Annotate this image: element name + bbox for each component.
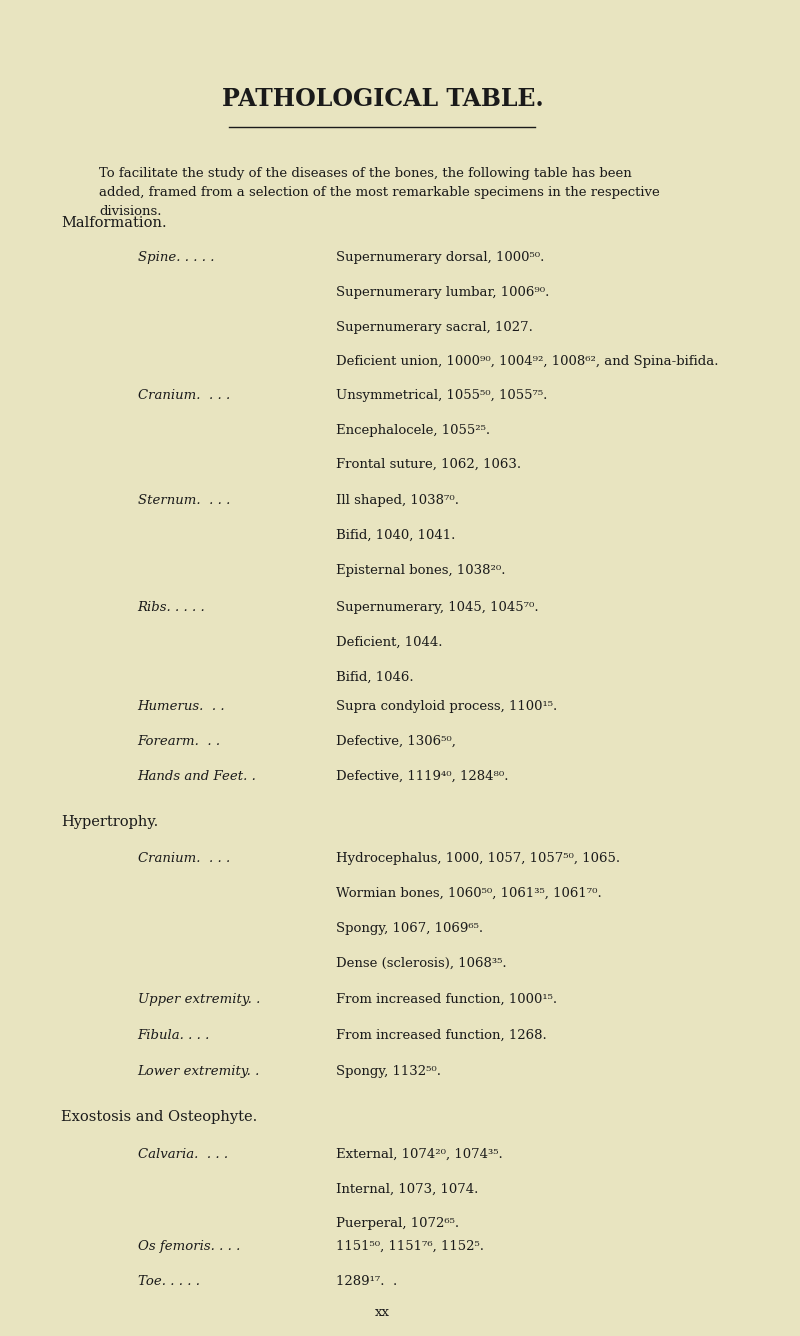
Text: Supra condyloid process, 1100¹⁵.: Supra condyloid process, 1100¹⁵. bbox=[337, 700, 558, 713]
Text: From increased function, 1000¹⁵.: From increased function, 1000¹⁵. bbox=[337, 993, 558, 1006]
Text: Puerperal, 1072⁶⁵.: Puerperal, 1072⁶⁵. bbox=[337, 1217, 459, 1230]
Text: Hands and Feet. .: Hands and Feet. . bbox=[138, 770, 257, 783]
Text: External, 1074²⁰, 1074³⁵.: External, 1074²⁰, 1074³⁵. bbox=[337, 1148, 503, 1161]
Text: Frontal suture, 1062, 1063.: Frontal suture, 1062, 1063. bbox=[337, 458, 522, 472]
Text: Cranium.  . . .: Cranium. . . . bbox=[138, 389, 230, 402]
Text: Dense (sclerosis), 1068³⁵.: Dense (sclerosis), 1068³⁵. bbox=[337, 957, 507, 970]
Text: Supernumerary, 1045, 1045⁷⁰.: Supernumerary, 1045, 1045⁷⁰. bbox=[337, 601, 539, 615]
Text: Toe. . . . .: Toe. . . . . bbox=[138, 1275, 200, 1288]
Text: Hypertrophy.: Hypertrophy. bbox=[61, 815, 158, 828]
Text: Calvaria.  . . .: Calvaria. . . . bbox=[138, 1148, 228, 1161]
Text: Lower extremity. .: Lower extremity. . bbox=[138, 1065, 260, 1078]
Text: Spongy, 1067, 1069⁶⁵.: Spongy, 1067, 1069⁶⁵. bbox=[337, 922, 483, 935]
Text: Deficient union, 1000⁹⁰, 1004⁹², 1008⁶², and Spina-bifida.: Deficient union, 1000⁹⁰, 1004⁹², 1008⁶²,… bbox=[337, 355, 719, 369]
Text: Forearm.  . .: Forearm. . . bbox=[138, 735, 221, 748]
Text: PATHOLOGICAL TABLE.: PATHOLOGICAL TABLE. bbox=[222, 87, 543, 111]
Text: 1151⁵⁰, 1151⁷⁶, 1152⁵.: 1151⁵⁰, 1151⁷⁶, 1152⁵. bbox=[337, 1240, 485, 1253]
Text: Malformation.: Malformation. bbox=[61, 216, 167, 230]
Text: Supernumerary lumbar, 1006⁹⁰.: Supernumerary lumbar, 1006⁹⁰. bbox=[337, 286, 550, 299]
Text: Ill shaped, 1038⁷⁰.: Ill shaped, 1038⁷⁰. bbox=[337, 494, 459, 508]
Text: Spongy, 1132⁵⁰.: Spongy, 1132⁵⁰. bbox=[337, 1065, 442, 1078]
Text: Upper extremity. .: Upper extremity. . bbox=[138, 993, 260, 1006]
Text: From increased function, 1268.: From increased function, 1268. bbox=[337, 1029, 547, 1042]
Text: Wormian bones, 1060⁵⁰, 1061³⁵, 1061⁷⁰.: Wormian bones, 1060⁵⁰, 1061³⁵, 1061⁷⁰. bbox=[337, 887, 602, 900]
Text: Spine. . . . .: Spine. . . . . bbox=[138, 251, 214, 265]
Text: xx: xx bbox=[375, 1305, 390, 1319]
Text: Defective, 1306⁵⁰,: Defective, 1306⁵⁰, bbox=[337, 735, 456, 748]
Text: Supernumerary sacral, 1027.: Supernumerary sacral, 1027. bbox=[337, 321, 534, 334]
Text: Defective, 1119⁴⁰, 1284⁸⁰.: Defective, 1119⁴⁰, 1284⁸⁰. bbox=[337, 770, 509, 783]
Text: Deficient, 1044.: Deficient, 1044. bbox=[337, 636, 443, 649]
Text: Sternum.  . . .: Sternum. . . . bbox=[138, 494, 230, 508]
Text: Hydrocephalus, 1000, 1057, 1057⁵⁰, 1065.: Hydrocephalus, 1000, 1057, 1057⁵⁰, 1065. bbox=[337, 852, 621, 866]
Text: Internal, 1073, 1074.: Internal, 1073, 1074. bbox=[337, 1182, 479, 1196]
Text: 1289¹⁷.  .: 1289¹⁷. . bbox=[337, 1275, 398, 1288]
Text: Ribs. . . . .: Ribs. . . . . bbox=[138, 601, 206, 615]
Text: To facilitate the study of the diseases of the bones, the following table has be: To facilitate the study of the diseases … bbox=[99, 167, 660, 218]
Text: Exostosis and Osteophyte.: Exostosis and Osteophyte. bbox=[61, 1110, 258, 1124]
Text: Encephalocele, 1055²⁵.: Encephalocele, 1055²⁵. bbox=[337, 424, 490, 437]
Text: Bifid, 1046.: Bifid, 1046. bbox=[337, 671, 414, 684]
Text: Humerus.  . .: Humerus. . . bbox=[138, 700, 226, 713]
Text: Supernumerary dorsal, 1000⁵⁰.: Supernumerary dorsal, 1000⁵⁰. bbox=[337, 251, 545, 265]
Text: Os femoris. . . .: Os femoris. . . . bbox=[138, 1240, 240, 1253]
Text: Unsymmetrical, 1055⁵⁰, 1055⁷⁵.: Unsymmetrical, 1055⁵⁰, 1055⁷⁵. bbox=[337, 389, 548, 402]
Text: Bifid, 1040, 1041.: Bifid, 1040, 1041. bbox=[337, 529, 456, 542]
Text: Cranium.  . . .: Cranium. . . . bbox=[138, 852, 230, 866]
Text: Episternal bones, 1038²⁰.: Episternal bones, 1038²⁰. bbox=[337, 564, 506, 577]
Text: Fibula. . . .: Fibula. . . . bbox=[138, 1029, 210, 1042]
